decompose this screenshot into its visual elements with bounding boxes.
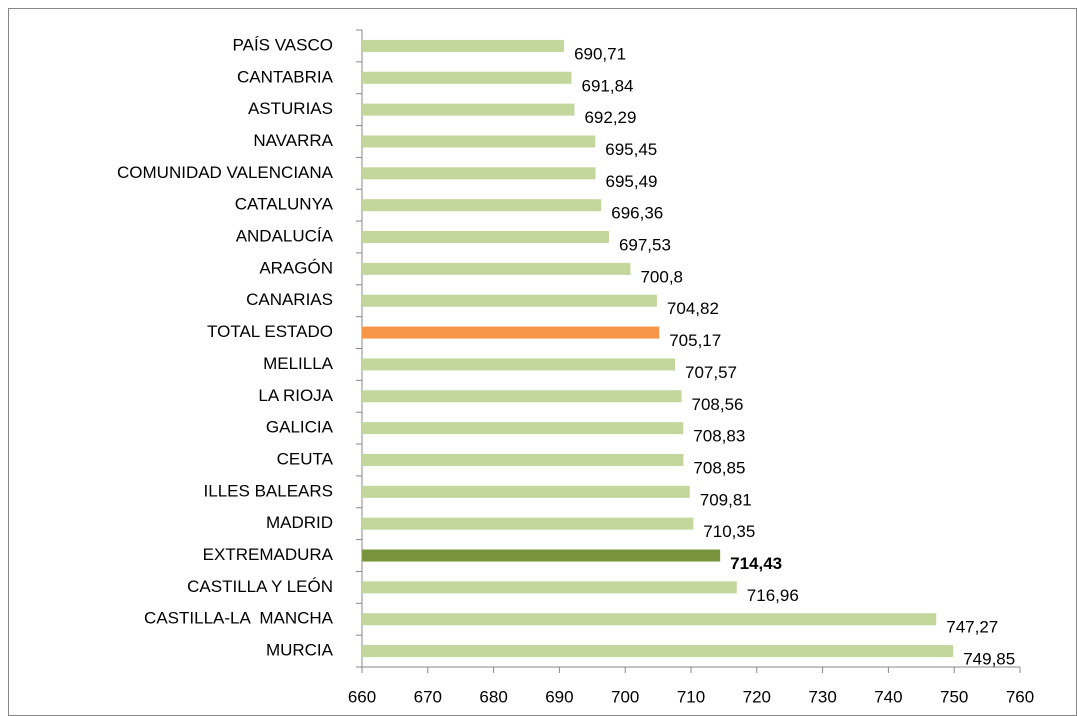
y-tick-label: ILLES BALEARS [204, 481, 333, 500]
y-tick-label: COMUNIDAD VALENCIANA [117, 163, 334, 182]
x-tick-label: 660 [348, 687, 376, 706]
bar [362, 581, 737, 594]
bar [362, 422, 684, 435]
value-label: 708,83 [693, 427, 745, 446]
y-tick-label: LA RIOJA [258, 386, 333, 405]
x-tick-label: 710 [677, 687, 705, 706]
value-label: 710,35 [703, 522, 755, 541]
bar [362, 167, 596, 180]
y-tick-label: CASTILLA-LA MANCHA [144, 609, 334, 628]
value-label: 691,84 [582, 76, 634, 95]
value-label: 704,82 [667, 299, 719, 318]
y-tick-label: ASTURIAS [248, 99, 333, 118]
y-tick-label: CEUTA [277, 449, 334, 468]
bar [362, 71, 572, 84]
bar [362, 199, 602, 212]
value-label: 714,43 [730, 554, 782, 573]
bar [362, 453, 684, 466]
x-tick-label: 670 [414, 687, 442, 706]
x-tick-label: 700 [611, 687, 639, 706]
value-label: 696,36 [611, 204, 663, 223]
bar [362, 549, 721, 562]
value-label: 695,45 [605, 140, 657, 159]
x-tick-label: 690 [545, 687, 573, 706]
value-label: 707,57 [685, 363, 737, 382]
bar [362, 135, 596, 148]
y-tick-label: ARAGÓN [259, 258, 333, 277]
value-label: 690,71 [574, 44, 626, 63]
value-label: 747,27 [946, 618, 998, 637]
bar [362, 390, 682, 403]
bar [362, 39, 565, 52]
value-label: 716,96 [747, 586, 799, 605]
bar [362, 485, 690, 498]
value-label: 700,8 [640, 267, 683, 286]
bar [362, 262, 631, 275]
value-label: 692,29 [584, 108, 636, 127]
value-label: 708,85 [693, 458, 745, 477]
bar [362, 103, 575, 116]
x-tick-label: 760 [1006, 687, 1034, 706]
value-label: 708,56 [692, 395, 744, 414]
value-label: 705,17 [669, 331, 721, 350]
x-tick-label: 730 [808, 687, 836, 706]
value-label: 695,49 [606, 172, 658, 191]
y-tick-label: EXTREMADURA [203, 545, 334, 564]
bar [362, 231, 609, 244]
value-label: 749,85 [963, 650, 1015, 669]
y-tick-label: NAVARRA [253, 131, 333, 150]
x-tick-label: 720 [743, 687, 771, 706]
y-tick-label: CASTILLA Y LEÓN [187, 577, 333, 596]
bar [362, 294, 657, 307]
y-tick-label: TOTAL ESTADO [207, 322, 333, 341]
y-tick-label: MELILLA [263, 354, 334, 373]
value-label: 697,53 [619, 236, 671, 255]
bar [362, 517, 694, 530]
y-tick-label: GALICIA [266, 418, 334, 437]
y-tick-label: CANARIAS [246, 290, 333, 309]
value-label: 709,81 [700, 490, 752, 509]
y-tick-label: MURCIA [266, 641, 334, 660]
bar [362, 358, 676, 371]
bar [362, 326, 660, 339]
y-tick-label: CANTABRIA [237, 67, 334, 86]
bar [362, 613, 937, 626]
y-tick-label: ANDALUCÍA [236, 227, 334, 246]
x-tick-label: 750 [940, 687, 968, 706]
y-tick-label: CATALUNYA [235, 195, 334, 214]
x-tick-label: 680 [479, 687, 507, 706]
y-tick-label: MADRID [266, 513, 333, 532]
y-tick-label: PAÍS VASCO [233, 35, 333, 54]
bar [362, 645, 954, 658]
x-tick-label: 740 [874, 687, 902, 706]
